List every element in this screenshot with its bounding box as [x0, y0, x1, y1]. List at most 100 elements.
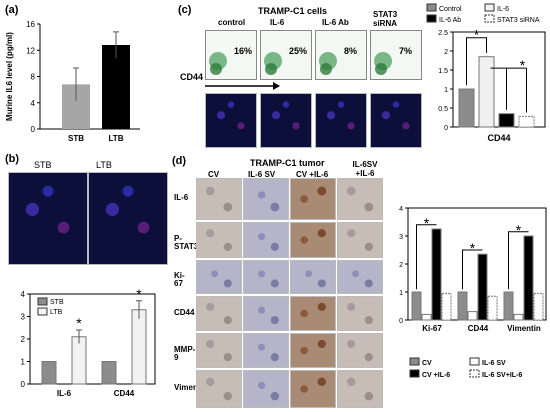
bar-il-6-sv-cd44 [467, 311, 478, 321]
ihc-image-mmp-9-1 [243, 333, 289, 368]
legend-label: STB [50, 299, 64, 306]
bar-stb-il-6 [41, 361, 57, 385]
bar-cv-ki-67 [411, 291, 422, 321]
flow-label-control: control [218, 18, 246, 27]
x-tick-label: CD44 [468, 324, 489, 333]
image-label-ltb: LTB [96, 160, 112, 170]
flow-pct-il6: 25% [289, 46, 308, 56]
flow-plot-stat3 [370, 30, 422, 80]
ihc-image-vimentin-1 [243, 370, 289, 408]
panel-c-title: TRAMP-C1 cells [258, 6, 328, 16]
panel-a-label: (a) [5, 4, 19, 16]
bar-cv-il-6-vimentin [523, 235, 534, 321]
y-tick-label: 1 [444, 87, 448, 94]
ihc-image-p-stat3-1 [243, 222, 289, 258]
ihc-grid: IL-6 P-STAT3 Ki-67 CD44 MMP-9 Vimentin [174, 178, 385, 410]
cd44-fluor-stat3 [370, 93, 422, 148]
x-tick-label: CD44 [114, 389, 135, 398]
bar-il-6-sv-il-6-vimentin [533, 292, 544, 321]
ihc-image-mmp-9-0 [196, 333, 242, 368]
significance-star: * [76, 315, 82, 331]
legend-label: IL-6 Ab [439, 17, 461, 24]
bar-il-6-sv-ki-67 [421, 313, 432, 321]
flow-label-stat3: STAT3 siRNA [373, 10, 398, 28]
ltb-fluorescence-image [88, 172, 168, 265]
x-axis-label: CD44 [487, 133, 510, 143]
cd44-fluor-il6ab [315, 93, 367, 148]
flow-plot-il6 [260, 30, 312, 80]
y-tick-label: 2 [399, 262, 403, 269]
legend-swatch [484, 3, 495, 12]
ihc-image-il-6-2 [290, 178, 336, 220]
y-tick-label: 3 [21, 313, 26, 322]
y-tick-label: 0.5 [438, 106, 448, 113]
ihc-image-vimentin-0 [196, 370, 242, 408]
bar-il-6-sv-vimentin [513, 313, 524, 321]
image-label-stb: STB [34, 160, 52, 170]
significance-bracket [508, 231, 529, 290]
legend-swatch [426, 3, 437, 12]
legend-label: IL-6 [497, 6, 509, 13]
ihc-image-p-stat3-2 [290, 222, 336, 258]
significance-star: * [424, 215, 430, 231]
row-label-cd44: CD44 [174, 307, 195, 317]
x-tick-label: IL-6 [57, 389, 72, 398]
col-label-cv: CV [208, 170, 220, 179]
y-tick-label: 0 [31, 125, 36, 134]
chart-b: 0 1 2 3 4 STB LTB * IL-6 * CD44 [21, 286, 156, 398]
ihc-image-mmp-9-2 [290, 333, 336, 368]
significance-star: * [470, 240, 476, 256]
panel-d-label: (d) [172, 155, 187, 167]
col-label-il6sv-il6: IL-6SV +IL-6 [352, 160, 378, 178]
bar-cv-il-6-ki-67 [431, 228, 442, 321]
significance-bracket [466, 37, 487, 86]
ihc-image-il-6-0 [196, 178, 242, 220]
chart-d: 0 1 2 3 4 * Ki-67 * CD44 * Vimentin CV IL-6 SV CV +IL… [399, 206, 547, 379]
flow-label-il6: IL-6 [270, 18, 285, 27]
col-label-cv-il6: CV +IL-6 [296, 170, 329, 179]
legend-label: IL-6 SV+IL-6 [482, 372, 522, 379]
y-tick-label: 1 [21, 358, 26, 367]
flow-label-il6ab: IL-6 Ab [322, 18, 349, 27]
legend-label: STAT3 siRNA [497, 17, 540, 24]
ihc-image-ki-67-3 [337, 260, 383, 294]
bar-stb-cd44 [101, 361, 117, 385]
ihc-image-vimentin-2 [290, 370, 336, 408]
bar-control [458, 88, 475, 128]
ihc-image-cd44-3 [337, 296, 383, 331]
legend-label: LTB [50, 309, 63, 316]
y-tick-label: 2.5 [438, 30, 448, 37]
stb-fluorescence-image [8, 172, 88, 265]
bar-ltb-cd44 [131, 309, 147, 385]
bar-il-6 [478, 56, 495, 128]
flow-plot-control [205, 30, 257, 80]
ihc-image-vimentin-3 [337, 370, 383, 408]
x-tick-label: Ki-67 [422, 324, 442, 333]
y-tick-label: 0 [21, 380, 26, 389]
cd44-fluor-il6 [260, 93, 312, 148]
legend-swatch [409, 369, 420, 378]
ihc-image-ki-67-0 [196, 260, 242, 294]
panel-c-label: (c) [178, 4, 192, 16]
y-tick-label: 4 [21, 290, 26, 299]
ihc-image-p-stat3-3 [337, 222, 383, 258]
y-tick-label: 1 [399, 290, 403, 297]
y-tick-label: 4 [31, 99, 36, 108]
col-label-il6sv: IL-6 SV [248, 170, 276, 179]
ihc-image-cd44-2 [290, 296, 336, 331]
legend-swatch [37, 307, 48, 316]
significance-star: * [516, 222, 522, 238]
legend-swatch [484, 14, 495, 23]
row-label-ki-67: Ki-67 [174, 271, 185, 288]
legend-swatch [469, 357, 480, 366]
ihc-image-il-6-3 [337, 178, 383, 220]
chart-c: Control IL-6 IL-6 Ab STAT3 siRNA 0 0.5 1 1.5 2 2.… [426, 3, 546, 143]
cd44-axis-label: CD44 [180, 72, 204, 82]
y-tick-label: 2 [444, 49, 448, 56]
row-label-il-6: IL-6 [174, 193, 189, 202]
y-tick-label: 3 [399, 234, 403, 241]
bar-cv-vimentin [503, 291, 514, 321]
bar-il-6-sv-il-6-cd44 [487, 295, 498, 321]
legend-swatch [426, 14, 437, 23]
panel-b-label: (b) [5, 153, 20, 165]
